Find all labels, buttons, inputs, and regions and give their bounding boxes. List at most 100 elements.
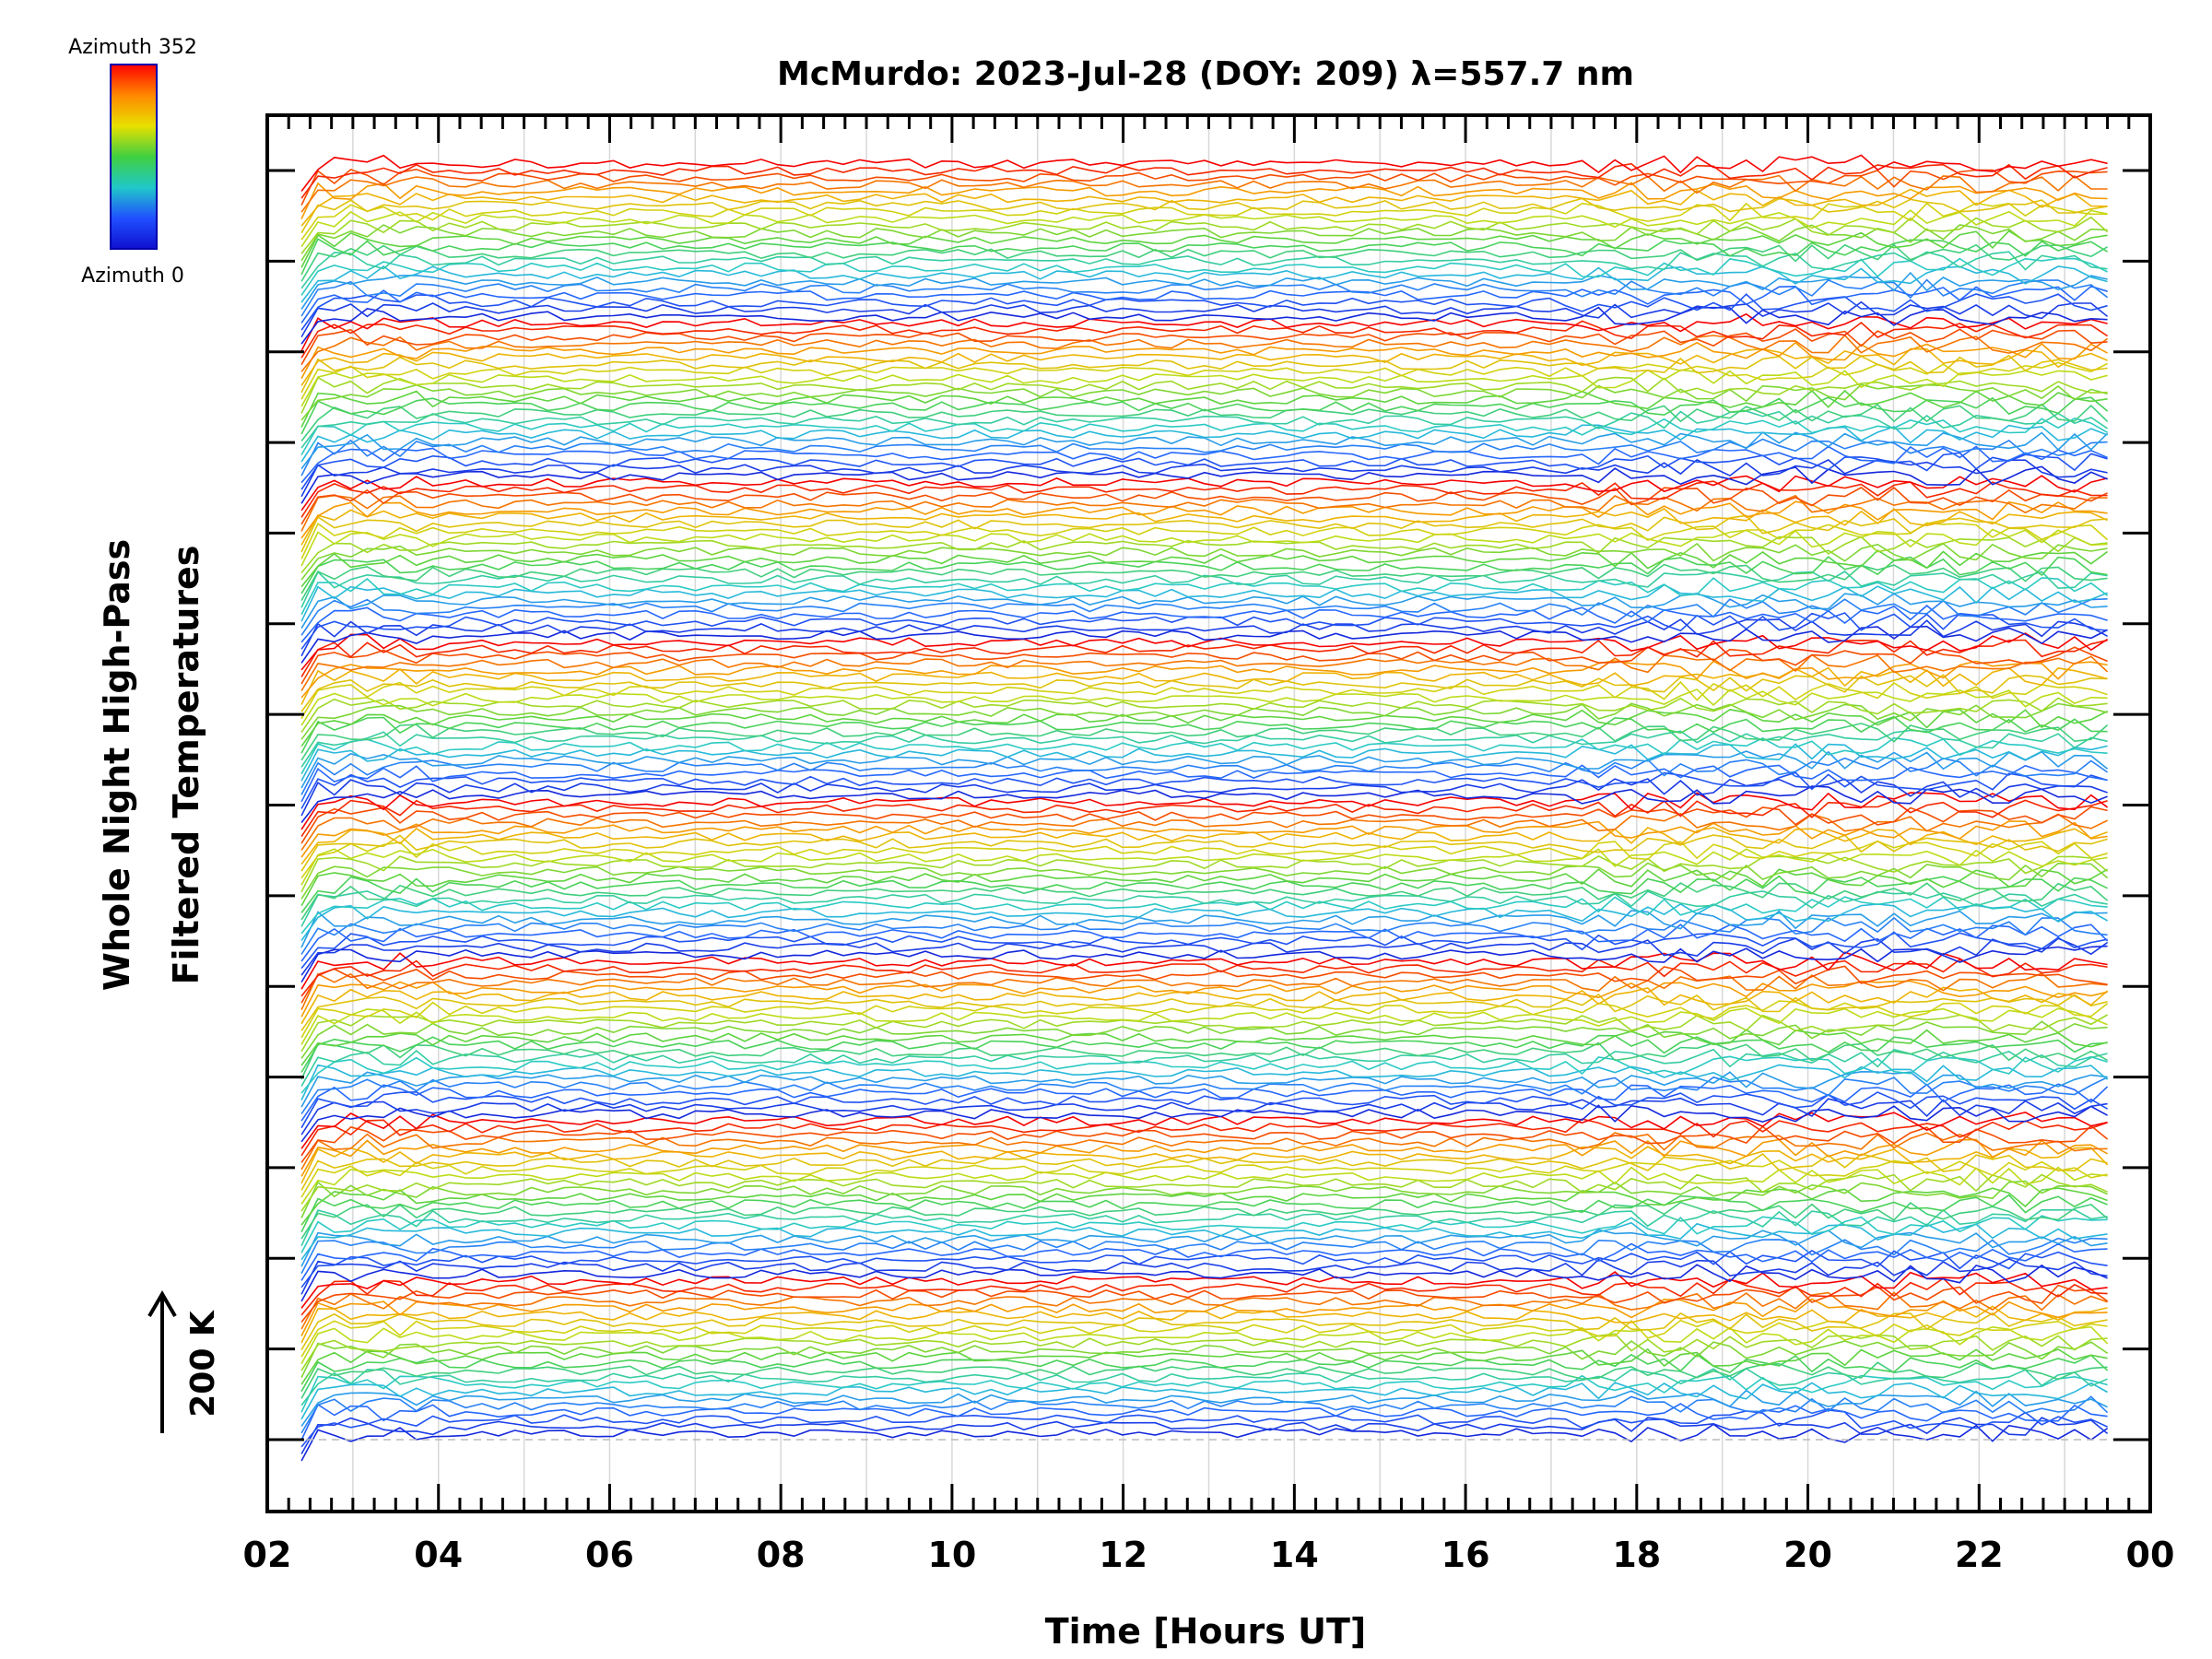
series-line [300,750,2109,789]
series-line [300,577,2109,616]
x-tick-label: 12 [1099,1535,1147,1575]
x-tick-label: 00 [2126,1535,2175,1575]
series-line [300,1353,2109,1393]
series-line [300,514,2108,553]
series-line [300,334,2109,372]
series-line [300,1029,2108,1066]
series-line [300,1325,2109,1364]
series-line [300,1014,2109,1053]
scale-label: 200 K [184,1310,222,1418]
x-tick-label: 14 [1270,1535,1319,1575]
series-line [300,480,2108,518]
series-line [300,806,2108,844]
series-line [300,1284,2109,1324]
series-line [300,300,2109,337]
series-line [300,418,2108,455]
series-line [300,1007,2108,1045]
series-line [300,680,2108,720]
series-line [300,528,2108,567]
x-tick-label: 06 [585,1535,634,1575]
series-line [300,168,2108,206]
series-line [300,1423,2109,1462]
series-line [300,959,2108,997]
series-line [300,902,2108,941]
series-line [300,715,2108,754]
series-line [300,1333,2108,1371]
x-tick-label: 20 [1783,1535,1832,1575]
series-line [300,438,2108,477]
series-line [300,1417,2109,1454]
series-line [300,1132,2108,1171]
series-line [300,500,2108,539]
series-line [300,182,2108,219]
series-line [300,522,2109,559]
series-line [300,882,2109,921]
series-line [300,1403,2108,1441]
series-line [300,1118,2108,1157]
x-tick-label: 22 [1955,1535,2004,1575]
series-line [300,285,2108,324]
series-line [300,174,2108,213]
series-line [300,666,2108,705]
series-line [300,410,2109,449]
series-line [300,1319,2108,1358]
series-line [300,986,2109,1025]
series-line [300,890,2108,927]
series-line [300,875,2108,913]
azimuth-colorbar: Azimuth 352 Azimuth 0 [68,36,197,288]
series-line [300,625,2108,664]
series-line [300,202,2108,241]
series-line [300,396,2109,435]
series-line [300,535,2108,574]
series-line [300,1194,2108,1232]
series-line [300,293,2108,331]
series-line [300,834,2108,872]
series-line [300,1277,2108,1316]
series-line [300,639,2108,677]
series-line [300,993,2108,1031]
series-line [300,778,2108,817]
series-line [300,487,2108,525]
series-line [300,1361,2108,1399]
series-line [300,542,2108,581]
colorbar-gradient [110,64,158,250]
series-line [300,862,2109,900]
series-line [300,1221,2108,1261]
series-line [300,723,2109,761]
series-line [300,306,2108,345]
series-line [300,1215,2108,1253]
series-line [300,764,2108,803]
series-line [300,840,2108,879]
x-axis-label: Time [Hours UT] [1045,1611,1367,1652]
series-line [300,251,2108,289]
series-line [300,465,2108,504]
series-line [300,1347,2108,1385]
series-line [300,598,2108,636]
series-line [300,1291,2108,1330]
series-line [300,688,2108,726]
series-line [300,702,2108,740]
series-line [300,827,2108,865]
series-line [300,271,2108,310]
series-line [300,799,2108,838]
series-line [300,916,2108,955]
series-line [300,1229,2108,1267]
series-line [300,1249,2108,1288]
series-line [300,1409,2108,1448]
y-axis-label-line1: Whole Night High-Pass [97,539,137,991]
y-axis-label-line2: Filtered Temperatures [166,546,206,985]
series-line [300,458,2108,498]
axes-layer: 02 04 06 08 10 12 14 16 18 20 22 00 [243,113,2175,1575]
series-line [300,1166,2108,1205]
series-line [300,1389,2108,1427]
x-tick-label: 10 [927,1535,976,1575]
x-tick-label: 02 [243,1535,292,1575]
series-line [300,571,2108,608]
x-tick-label: 04 [414,1535,463,1575]
series-line [300,1374,2108,1413]
series-line [300,660,2108,699]
series-line [300,1159,2108,1198]
series-line [300,320,2109,359]
